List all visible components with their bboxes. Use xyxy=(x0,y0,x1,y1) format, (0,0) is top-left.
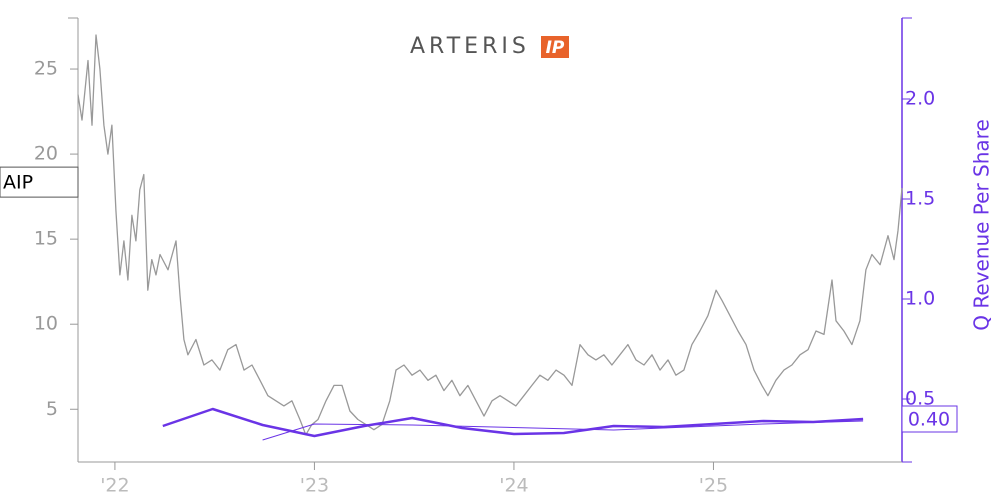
x-tick-label: '24 xyxy=(499,475,528,497)
y2-tick-label: 2.0 xyxy=(905,88,935,110)
ticker-label: AIP xyxy=(3,172,33,194)
series-line xyxy=(77,34,903,436)
y-tick-label: 10 xyxy=(34,313,58,335)
logo-badge: IP xyxy=(546,38,565,58)
ticker-label-box xyxy=(0,166,79,198)
x-tick-label: '25 xyxy=(699,475,728,497)
y2-tick-label: 0.5 xyxy=(905,388,935,410)
series-line xyxy=(162,407,864,438)
y2-axis-label: Q Revenue Per Share xyxy=(970,119,994,331)
logo-text: ARTERIS xyxy=(410,34,530,59)
logo-badge-box xyxy=(541,36,569,58)
value-label-box xyxy=(901,405,958,433)
y-tick-label: 5 xyxy=(46,398,58,420)
y2-tick-label: 1.5 xyxy=(905,188,935,210)
series-line xyxy=(262,420,864,441)
value-label: 0.40 xyxy=(908,409,950,431)
y-tick-label: 20 xyxy=(34,143,58,165)
x-tick-label: '22 xyxy=(100,475,129,497)
y2-tick-label: 1.0 xyxy=(905,288,935,310)
x-tick-label: '23 xyxy=(300,475,329,497)
y-tick-label: 25 xyxy=(34,58,58,80)
y-tick-label: 15 xyxy=(34,228,58,250)
